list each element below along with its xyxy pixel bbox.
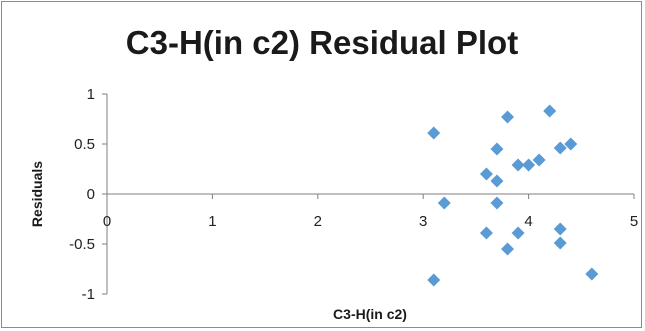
x-tick-label: 0 bbox=[103, 213, 111, 230]
data-point bbox=[511, 226, 525, 240]
data-point bbox=[501, 242, 515, 256]
x-tick-label: 3 bbox=[419, 213, 427, 230]
x-axis-label: C3-H(in c2) bbox=[333, 306, 407, 322]
x-tick-label: 1 bbox=[208, 213, 216, 230]
data-point bbox=[479, 226, 493, 240]
x-tick-label: 4 bbox=[524, 213, 532, 230]
data-point bbox=[553, 141, 567, 155]
data-point bbox=[427, 273, 441, 287]
data-point bbox=[490, 196, 504, 210]
data-point bbox=[522, 158, 536, 172]
data-points-group bbox=[427, 104, 599, 287]
data-point bbox=[501, 110, 515, 124]
x-tick-label: 2 bbox=[314, 213, 322, 230]
y-tick-label: -0.5 bbox=[69, 236, 95, 253]
data-point bbox=[490, 142, 504, 156]
data-point bbox=[490, 174, 504, 188]
y-tick-label: -1 bbox=[82, 286, 95, 303]
data-point bbox=[553, 236, 567, 250]
data-point bbox=[543, 104, 557, 118]
chart-title: C3-H(in c2) Residual Plot bbox=[126, 24, 518, 61]
data-point bbox=[479, 167, 493, 181]
y-tick-label: 0.5 bbox=[74, 136, 95, 153]
y-tick-label: 1 bbox=[87, 86, 95, 103]
y-axis-label: Residuals bbox=[29, 161, 45, 227]
data-point bbox=[585, 267, 599, 281]
data-point bbox=[427, 126, 441, 140]
data-point bbox=[511, 158, 525, 172]
data-point bbox=[532, 153, 546, 167]
axes-group bbox=[102, 93, 635, 295]
tick-labels-group: 1 0.5 0 -0.5 -1 0 1 2 3 4 5 bbox=[69, 86, 638, 303]
data-point bbox=[437, 196, 451, 210]
data-point bbox=[564, 137, 578, 151]
data-point bbox=[553, 222, 567, 236]
x-tick-label: 5 bbox=[630, 213, 638, 230]
y-tick-label: 0 bbox=[87, 186, 95, 203]
